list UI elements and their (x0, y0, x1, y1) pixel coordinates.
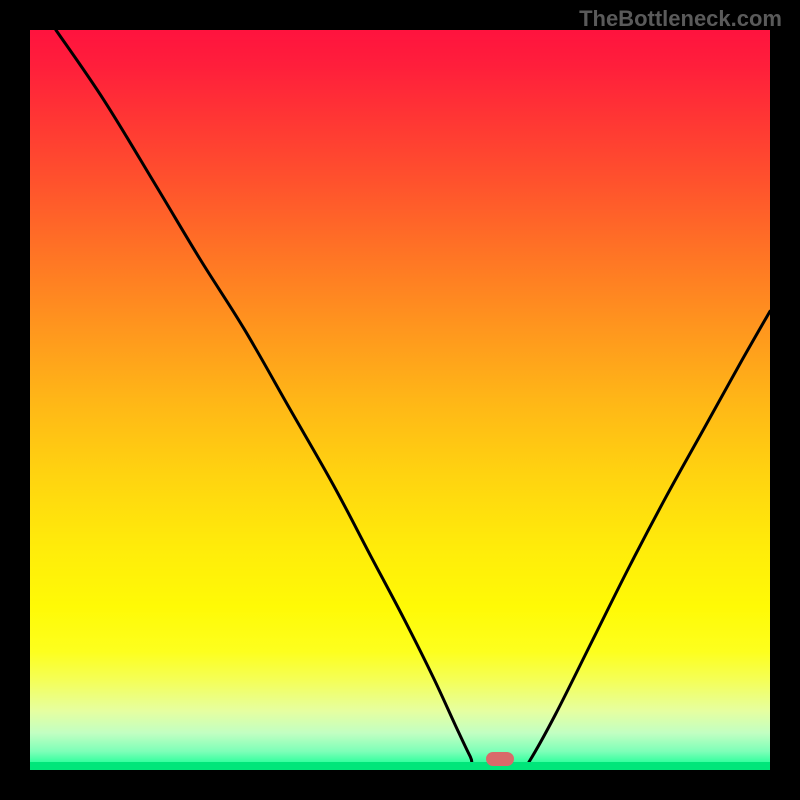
curve-svg (30, 30, 770, 770)
watermark-text: TheBottleneck.com (579, 6, 782, 32)
gradient-background (30, 30, 770, 770)
optimum-marker (486, 752, 514, 766)
plot-area (30, 30, 770, 770)
green-baseline-strip (30, 762, 770, 770)
